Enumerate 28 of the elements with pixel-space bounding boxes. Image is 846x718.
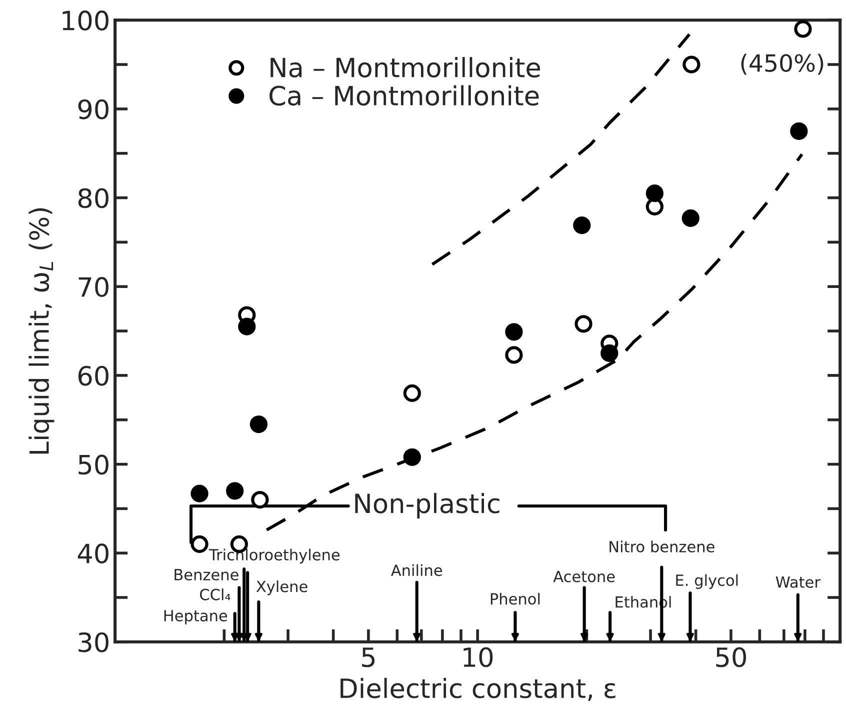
y-tick-label: 80 [78, 188, 108, 208]
series-label: Nitro benzene [610, 540, 714, 552]
series-label: Aniline [390, 564, 442, 576]
y-tick-label: 30 [78, 632, 108, 652]
y-tick-label: 50 [78, 454, 108, 475]
y-axis-title: Liquid limit, ω$_{L}$ (%) [28, 208, 54, 454]
annotation: (450%) [741, 54, 824, 75]
series-label: Heptane [164, 610, 228, 624]
x-tick-label: 10 [464, 647, 493, 668]
series-label: Xylene [256, 580, 308, 596]
y-tick-label: 100 [62, 10, 108, 31]
annotation: Non-plastic [355, 492, 500, 518]
x-tick-label: 5 [362, 648, 375, 668]
y-tick-label: 40 [78, 544, 108, 564]
x-tick-label: 50 [716, 647, 746, 668]
y-tick-label: 90 [78, 99, 108, 120]
text: Trichloroethylene [208, 548, 340, 564]
legend-label: Ca – Montmorillonite [270, 85, 539, 106]
series-label: CCl₄ [200, 588, 230, 600]
legend-label: Na – Montmorillonite [270, 57, 540, 78]
series-label: Benzene [174, 569, 238, 580]
x-axis-title: Dielectric constant, ε [340, 678, 616, 701]
y-tick-label: 70 [78, 277, 108, 297]
series-label: Acetone [553, 570, 615, 582]
series-label: E. glycol [676, 574, 738, 589]
series-label: Phenol [490, 592, 540, 605]
series-label: Water [776, 576, 820, 588]
y-tick-label: 60 [78, 366, 108, 386]
